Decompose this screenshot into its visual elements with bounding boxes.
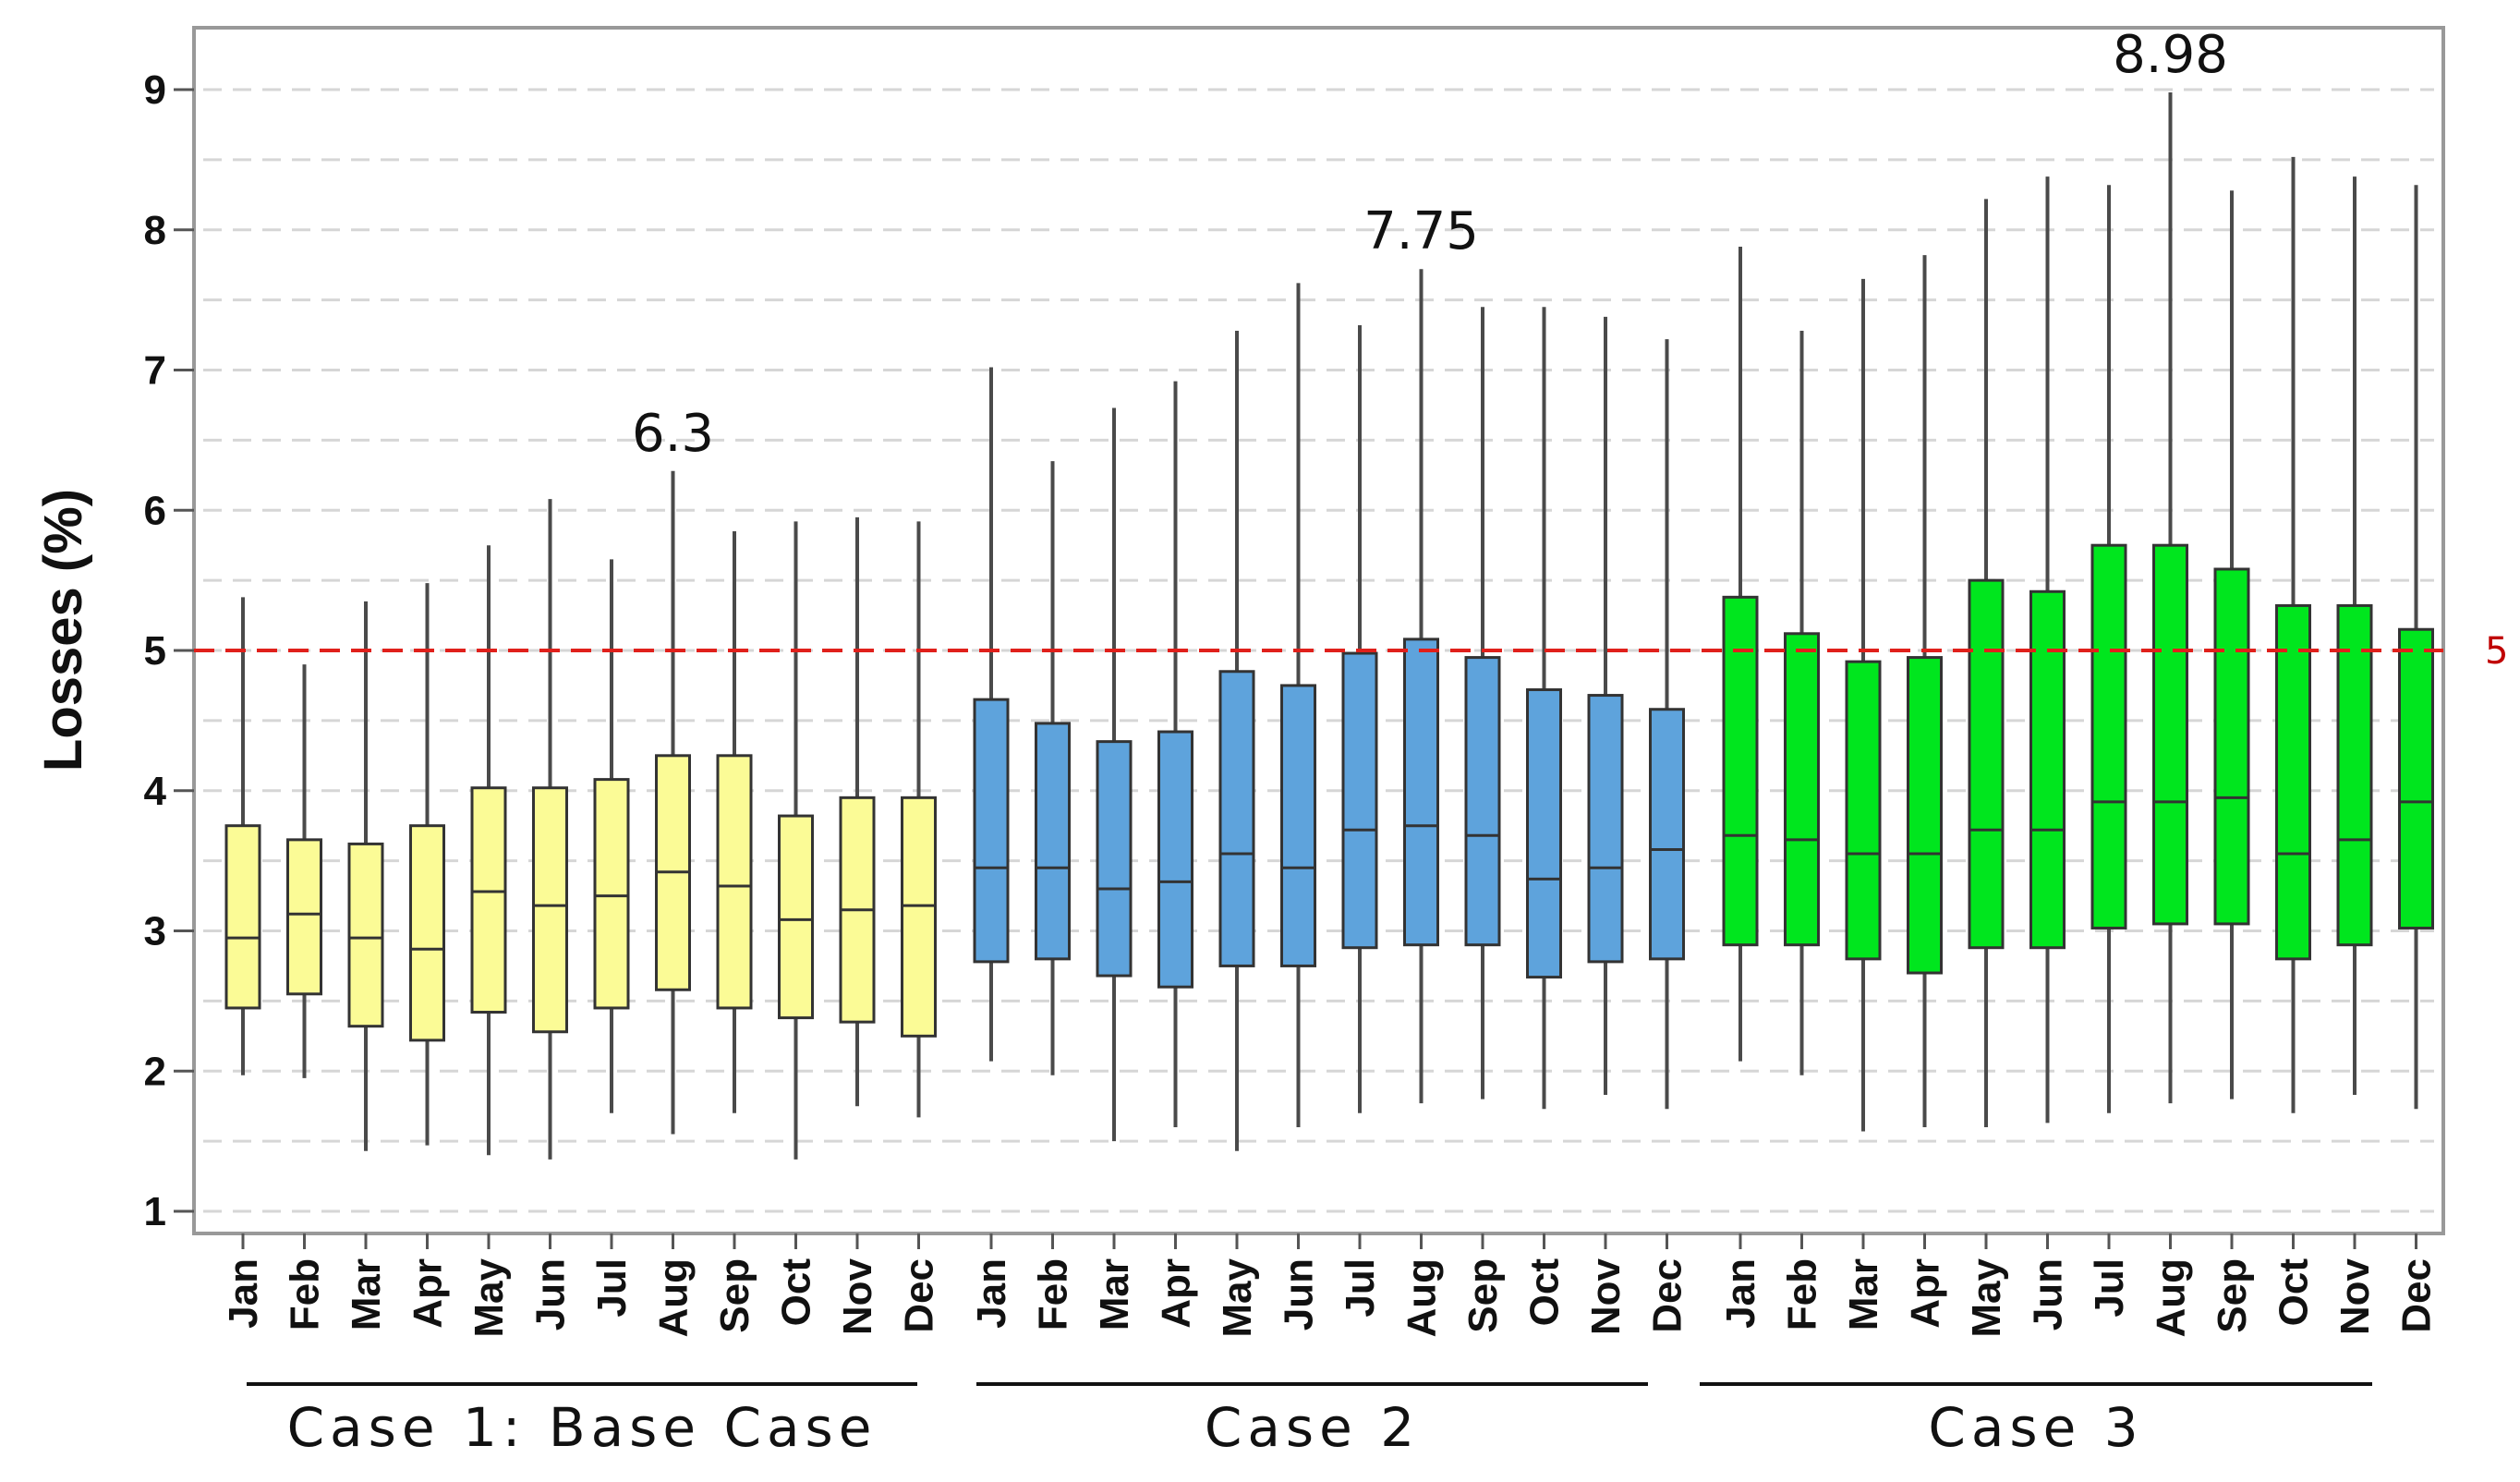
x-month-label: May bbox=[1964, 1257, 2009, 1337]
max-annotation: 8.98 bbox=[2113, 25, 2228, 85]
x-month-label: May bbox=[1215, 1257, 1260, 1337]
box-body bbox=[224, 824, 261, 1010]
y-tick-label: 5 bbox=[144, 628, 166, 674]
y-tick-label: 4 bbox=[144, 769, 167, 814]
box-body bbox=[1722, 595, 1759, 947]
box-body bbox=[1096, 740, 1133, 978]
x-month-label: Feb bbox=[283, 1258, 328, 1330]
y-tick-label: 3 bbox=[144, 909, 166, 954]
x-month-label: Oct bbox=[1522, 1258, 1568, 1327]
box-group bbox=[224, 92, 2434, 1160]
x-month-label: Jun bbox=[528, 1258, 574, 1330]
x-month-label: Apr bbox=[406, 1258, 451, 1329]
y-axis-label: Losses (%) bbox=[33, 489, 93, 771]
group-label: Case 2 bbox=[1205, 1396, 1420, 1459]
box-body bbox=[2336, 603, 2373, 947]
x-month-label: Mar bbox=[1092, 1258, 1137, 1330]
box-body bbox=[1968, 578, 2005, 950]
box-body bbox=[1907, 656, 1943, 975]
box-body bbox=[1280, 684, 1316, 967]
x-month-label: Feb bbox=[1780, 1258, 1825, 1330]
x-month-label: Oct bbox=[2272, 1258, 2317, 1327]
box-body bbox=[901, 796, 937, 1038]
x-month-label: Jan bbox=[221, 1258, 266, 1329]
x-month-label: Apr bbox=[1154, 1258, 1199, 1329]
x-month-label: Aug bbox=[1399, 1258, 1445, 1338]
box-body bbox=[409, 824, 445, 1042]
box-body bbox=[347, 842, 384, 1028]
box-body bbox=[1035, 722, 1071, 961]
box-body bbox=[1218, 670, 1255, 967]
y-tick-label: 6 bbox=[144, 488, 166, 533]
box-body bbox=[2398, 627, 2434, 929]
plot-frame bbox=[192, 26, 2445, 1235]
box-body bbox=[1403, 638, 1439, 947]
max-annotation: 6.3 bbox=[632, 404, 714, 464]
box-body bbox=[2152, 543, 2188, 926]
box-body bbox=[2275, 603, 2311, 961]
group-label: Case 3 bbox=[1928, 1396, 2143, 1459]
max-annotation: 7.75 bbox=[1363, 201, 1479, 261]
x-month-label: Jun bbox=[1277, 1258, 1322, 1330]
x-month-label: Mar bbox=[344, 1258, 389, 1330]
y-tick-label: 9 bbox=[144, 67, 166, 113]
box-body bbox=[2090, 543, 2127, 929]
x-month-label: Nov bbox=[835, 1257, 880, 1335]
box-body bbox=[532, 786, 568, 1034]
x-month-label: Sep bbox=[1460, 1258, 1506, 1333]
x-month-label: Jul bbox=[589, 1258, 635, 1318]
x-month-label: Oct bbox=[774, 1258, 819, 1327]
case-group-labels: Case 1: Base Case Case 2 Case 3 bbox=[247, 1382, 2372, 1459]
x-month-label: Nov bbox=[1583, 1257, 1629, 1335]
box-body bbox=[1157, 730, 1193, 989]
x-month-label: Jul bbox=[1338, 1258, 1383, 1318]
box-body bbox=[1784, 632, 1820, 947]
x-month-label: Jul bbox=[2087, 1258, 2132, 1318]
y-tick-label: 8 bbox=[144, 208, 166, 253]
x-month-label: May bbox=[466, 1257, 512, 1337]
box-body bbox=[2213, 567, 2250, 926]
x-month-label: Dec bbox=[2394, 1258, 2440, 1333]
group-label: Case 1: Base Case bbox=[287, 1396, 878, 1459]
x-month-label: Nov bbox=[2332, 1257, 2378, 1335]
x-axis-month-labels: Jan Feb Mar Apr May Jun Jul Aug Sep Oct Nov Dec Jan F… bbox=[221, 1233, 2440, 1338]
x-month-label: Jan bbox=[1718, 1258, 1763, 1329]
box-body bbox=[470, 786, 507, 1014]
box-body bbox=[778, 814, 814, 1020]
y-tick-label: 2 bbox=[144, 1049, 166, 1094]
box-body bbox=[2029, 589, 2066, 950]
box-body bbox=[973, 698, 1010, 964]
box-body bbox=[1464, 656, 1501, 947]
y-tick-label: 7 bbox=[144, 348, 166, 394]
box-body bbox=[593, 778, 630, 1010]
x-month-label: Jan bbox=[969, 1258, 1014, 1329]
x-month-label: Aug bbox=[2149, 1258, 2194, 1338]
reference-line-label: 5 bbox=[2485, 630, 2508, 673]
grid-lines bbox=[203, 88, 2434, 1213]
x-month-label: Sep bbox=[2210, 1258, 2255, 1333]
box-body bbox=[1341, 651, 1378, 950]
x-month-label: Apr bbox=[1903, 1258, 1948, 1329]
x-month-label: Jun bbox=[2026, 1258, 2071, 1330]
box-body bbox=[1649, 708, 1685, 961]
x-month-label: Mar bbox=[1841, 1258, 1886, 1330]
x-month-label: Dec bbox=[1645, 1258, 1690, 1333]
box-body bbox=[1845, 660, 1882, 961]
box-body bbox=[1587, 694, 1624, 964]
reference-line-group: 5 bbox=[194, 630, 2508, 673]
x-month-label: Sep bbox=[712, 1258, 757, 1333]
box-body bbox=[716, 754, 753, 1010]
x-month-label: Dec bbox=[897, 1258, 942, 1333]
x-month-label: Aug bbox=[651, 1258, 697, 1338]
max-annotations: 6.3 7.75 8.98 bbox=[632, 25, 2228, 464]
y-axis-ticks: 1 2 3 4 5 6 7 8 9 bbox=[144, 67, 194, 1234]
y-tick-label: 1 bbox=[144, 1189, 166, 1234]
box-body bbox=[286, 838, 322, 996]
x-month-label: Feb bbox=[1031, 1258, 1076, 1330]
box-body bbox=[1526, 687, 1562, 979]
